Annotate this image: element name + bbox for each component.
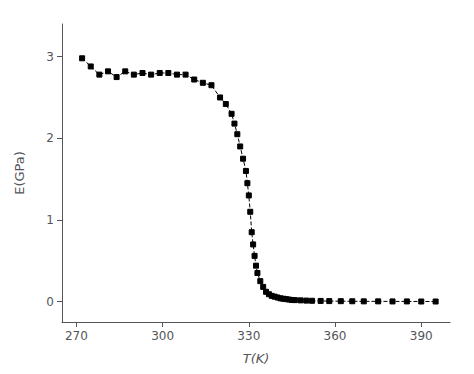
svg-text:2: 2	[46, 131, 54, 145]
svg-text:390: 390	[410, 329, 433, 343]
svg-text:300: 300	[151, 329, 174, 343]
svg-text:270: 270	[65, 329, 88, 343]
svg-text:3: 3	[46, 50, 54, 64]
svg-text:T(K): T(K)	[243, 351, 270, 366]
svg-text:360: 360	[324, 329, 347, 343]
svg-text:0: 0	[46, 295, 54, 309]
svg-text:E(GPa): E(GPa)	[12, 151, 27, 195]
svg-text:330: 330	[237, 329, 260, 343]
svg-text:1: 1	[46, 213, 54, 227]
